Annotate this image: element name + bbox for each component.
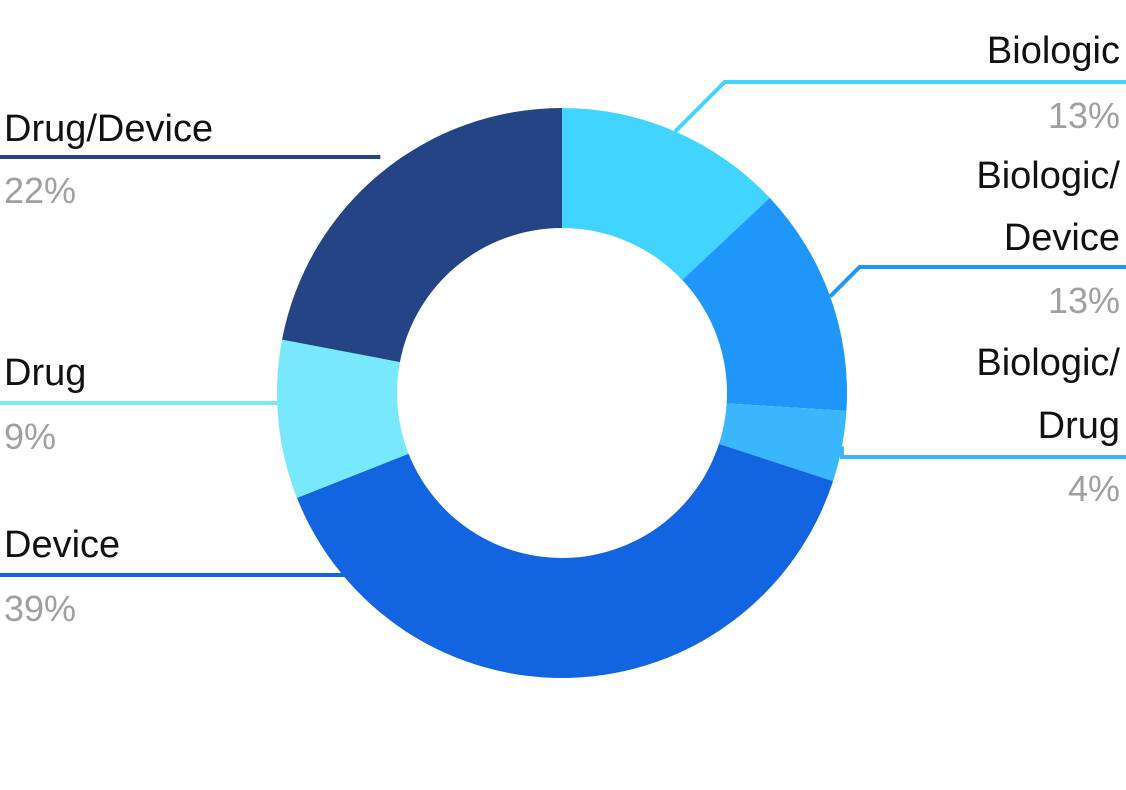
slice-percent-drug-device: 22% [4,170,76,211]
slice-biologic-device [682,197,847,411]
slice-percent-biologic-drug: 4% [1068,468,1120,509]
leader-line-biologic [673,80,1126,133]
leader-line-biologic-drug [839,446,1126,459]
slice-percent-biologic: 13% [1048,95,1120,136]
slice-device [297,443,834,678]
donut-slices [277,108,847,678]
slice-label-biologic-drug: Biologic/ [976,342,1120,384]
slice-drug [277,339,409,498]
slice-label-biologic: Biologic [987,30,1120,72]
leader-lines [0,80,1126,577]
leader-line-biologic-device [828,265,1126,298]
slice-label-biologic-device: Device [1004,217,1120,259]
slice-percent-device: 39% [4,588,76,629]
slice-drug-device [282,108,562,363]
slice-biologic-drug [718,403,847,482]
slice-label-drug: Drug [4,352,86,394]
slice-label-biologic-drug: Drug [1038,405,1120,447]
slice-labels: Biologic 13% Biologic/Device 13% Biologic/Dr… [4,30,1120,629]
slice-label-device: Device [4,524,120,566]
slice-label-biologic-device: Biologic/ [976,155,1120,197]
slice-biologic [562,108,770,281]
slice-percent-biologic-device: 13% [1048,280,1120,321]
slice-label-drug-device: Drug/Device [4,108,213,150]
slice-percent-drug: 9% [4,416,56,457]
